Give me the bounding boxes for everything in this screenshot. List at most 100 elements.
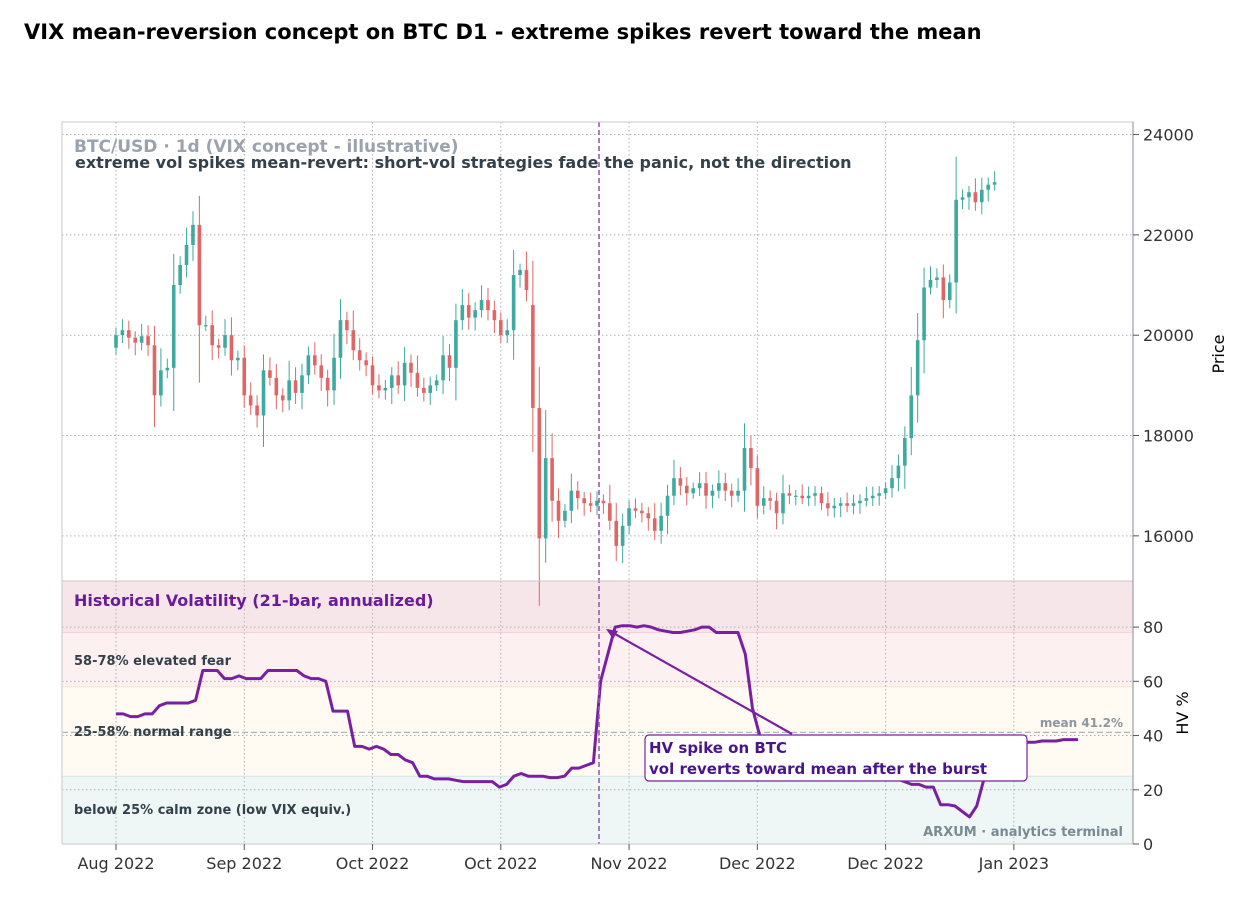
candle-body [120,330,125,336]
hv-zone-0 [62,581,1133,633]
candle-body [357,350,362,361]
candle-body [569,490,574,511]
candle-body [389,375,394,388]
watermark: ARXUM · analytics terminal [923,825,1123,840]
candle-body [973,192,978,203]
candle-body [601,500,606,504]
candle-body [114,335,118,348]
candle-body [511,275,516,331]
candle-body [851,503,856,506]
x-tick-label: Dec 2022 [847,854,924,873]
price-subtitle: BTC/USD · 1d (VIX concept - illustrative… [74,137,459,157]
candle-body [819,493,824,504]
annotation-box: HV spike on BTC vol reverts toward mean … [644,734,1028,782]
candle-body [377,385,381,391]
candle-body [620,525,625,546]
candle-body [717,483,721,491]
candle-body [434,380,439,386]
candle-body [242,357,247,396]
candle-body [665,495,670,516]
candle-body [402,362,407,386]
candle-body [133,337,138,343]
x-tick-label: Oct 2022 [336,854,409,873]
candle-body [364,360,368,366]
candle-body [774,500,779,514]
zone-label-elevated: 58-78% elevated fear [74,654,232,669]
candle-body [608,503,612,521]
candle-body [422,387,426,393]
candle-body [768,498,772,501]
zone-label-normal: 25-58% normal range [74,725,232,740]
candle-body [838,503,843,506]
candle-body [332,357,336,391]
candle-body [229,335,234,361]
candle-body [524,269,529,291]
candle-body [210,325,214,346]
candle-body [947,282,952,301]
annotation-arrow [607,629,793,735]
candle-body [543,458,548,539]
candle-body [255,405,259,416]
hv-zone-3 [62,776,1133,844]
candle-body [755,468,760,506]
candle-body [826,503,830,509]
candle-body [466,305,471,318]
candle-body [127,330,131,338]
candle-body [742,448,747,491]
candle-body [556,500,561,521]
candle-body [338,320,343,358]
candle-body [992,182,997,185]
candle-body [736,490,740,496]
candle-body [678,478,683,486]
candle-body [473,310,477,318]
x-tick-label: Aug 2022 [77,854,154,873]
candle-body [499,320,503,336]
candle-body [986,184,991,190]
candle-body [729,490,734,496]
candle-body [268,370,272,378]
price-tick-label: 18000 [1143,427,1194,446]
hv-tick-label: 40 [1143,727,1163,746]
candle-body [967,192,971,198]
candle-body [954,199,958,283]
mean-label: mean 41.2% [1040,716,1123,730]
hv-tick-label: 0 [1143,835,1153,854]
candle-body [723,483,728,491]
candle-body [890,478,894,489]
candle-body [633,508,638,511]
candle-body [832,505,837,509]
candle-body [287,380,291,401]
candle-body [896,465,901,479]
candles [114,156,997,606]
candle-body [313,355,317,366]
annotation-line2: vol reverts toward mean after the burst [649,760,987,778]
price-note: extreme vol spikes mean-revert: short-vo… [75,153,852,172]
candle-body [627,508,631,526]
candle-body [447,355,452,368]
candle-body [575,490,580,499]
candle-body [319,365,324,378]
candle-body [909,395,914,439]
candle-body [563,510,567,521]
candle-body [646,513,651,519]
candle-body [781,493,785,514]
candle-body [203,325,208,327]
x-tick-label: Sep 2022 [206,854,282,873]
candle-body [300,375,304,393]
candle-body [396,375,400,386]
hv-axis-label: HV % [1173,691,1192,734]
candle-body [864,498,869,501]
x-tick-label: Nov 2022 [591,854,668,873]
candle-body [492,310,497,321]
candle-body [518,269,522,275]
candle-body [171,285,176,368]
candle-body [139,336,144,343]
price-tick-label: 22000 [1143,226,1194,245]
candle-body [960,197,965,200]
candle-body [152,345,157,396]
candle-body [614,520,619,546]
candle-body [248,395,253,406]
candle-body [486,300,490,311]
